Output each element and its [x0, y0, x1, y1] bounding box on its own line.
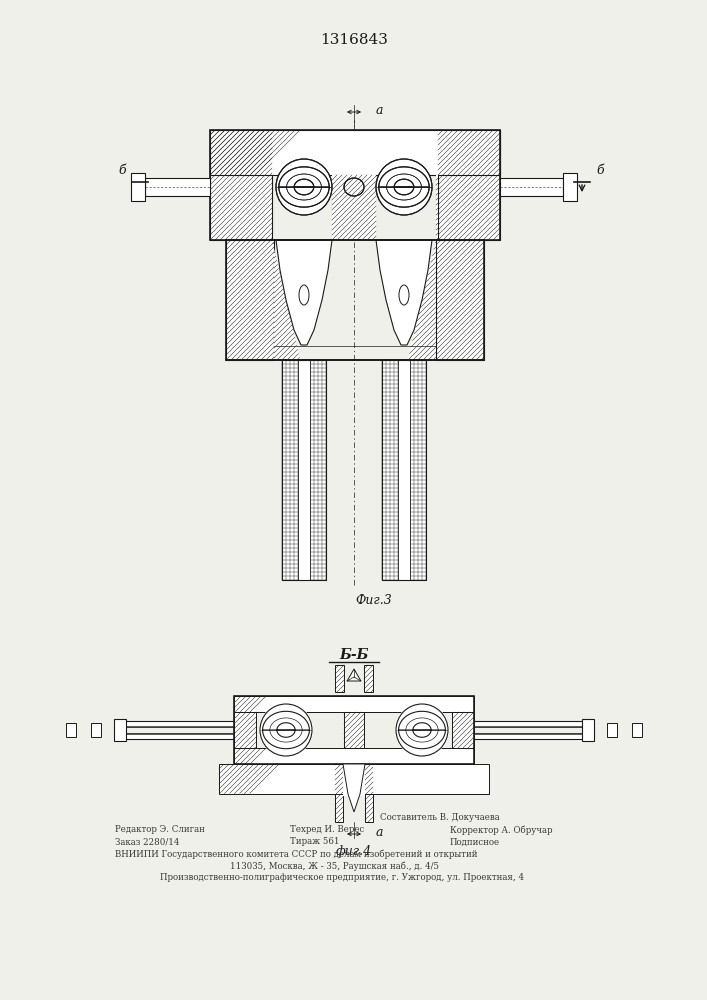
Bar	[126, 733, 234, 739]
Polygon shape	[332, 175, 376, 240]
Text: Составитель В. Докучаева: Составитель В. Докучаева	[380, 812, 500, 822]
Polygon shape	[343, 764, 365, 812]
Text: б: б	[118, 164, 126, 177]
Text: Техред И. Верес: Техред И. Верес	[290, 826, 364, 834]
Polygon shape	[234, 696, 474, 712]
Bar	[298, 360, 310, 580]
Bar	[563, 173, 577, 201]
Text: Корректор А. Обручар: Корректор А. Обручар	[450, 825, 552, 835]
Bar	[500, 178, 563, 196]
Circle shape	[376, 159, 432, 215]
Bar	[282, 360, 326, 580]
Bar	[382, 360, 426, 580]
Bar	[131, 173, 145, 201]
Bar	[210, 130, 500, 240]
Polygon shape	[335, 665, 344, 692]
Polygon shape	[452, 712, 474, 748]
Bar	[91, 723, 101, 737]
Text: фиг.4: фиг.4	[336, 846, 372, 858]
Bar	[398, 360, 410, 580]
Bar	[632, 723, 642, 737]
Polygon shape	[408, 240, 436, 360]
Polygon shape	[272, 240, 300, 360]
Circle shape	[395, 703, 449, 757]
Text: Подписное: Подписное	[450, 838, 500, 846]
Polygon shape	[344, 712, 364, 748]
Circle shape	[259, 703, 313, 757]
Polygon shape	[234, 748, 474, 764]
Polygon shape	[436, 240, 484, 360]
Text: Б-Б: Б-Б	[339, 648, 369, 662]
Text: Редактор Э. Слиган: Редактор Э. Слиган	[115, 826, 205, 834]
Text: Фиг.3: Фиг.3	[356, 593, 392, 606]
Text: Заказ 2280/14: Заказ 2280/14	[115, 838, 180, 846]
Bar	[607, 723, 617, 737]
Bar	[145, 178, 210, 196]
Polygon shape	[210, 130, 272, 240]
Circle shape	[276, 159, 332, 215]
Polygon shape	[436, 175, 438, 240]
Polygon shape	[365, 764, 373, 822]
Text: Производственно-полиграфическое предприятие, г. Ужгород, ул. Проектная, 4: Производственно-полиграфическое предприя…	[160, 874, 524, 882]
Text: а: а	[376, 104, 383, 116]
Bar	[343, 764, 365, 796]
Polygon shape	[364, 665, 373, 692]
Bar	[114, 719, 126, 741]
Bar	[226, 240, 484, 360]
Bar	[282, 360, 326, 580]
Text: а: а	[376, 826, 383, 838]
Polygon shape	[210, 130, 500, 175]
Text: 1316843: 1316843	[320, 33, 388, 47]
Bar	[126, 721, 234, 727]
Bar	[382, 360, 426, 580]
Polygon shape	[438, 130, 500, 240]
Polygon shape	[376, 240, 432, 345]
Bar	[582, 719, 594, 741]
Polygon shape	[234, 712, 256, 748]
Polygon shape	[276, 240, 332, 345]
Polygon shape	[226, 240, 274, 360]
Bar	[474, 721, 582, 727]
Polygon shape	[219, 764, 489, 794]
Bar	[234, 696, 474, 764]
Text: ВНИИПИ Государственного комитета СССР по делам изобретений и открытий: ВНИИПИ Государственного комитета СССР по…	[115, 849, 477, 859]
Text: Тираж 561: Тираж 561	[290, 838, 339, 846]
Polygon shape	[347, 669, 361, 681]
Polygon shape	[335, 764, 343, 822]
Bar	[474, 733, 582, 739]
Bar	[66, 723, 76, 737]
Text: 113035, Москва, Ж - 35, Раушская наб., д. 4/5: 113035, Москва, Ж - 35, Раушская наб., д…	[230, 861, 439, 871]
Text: б: б	[596, 164, 604, 177]
